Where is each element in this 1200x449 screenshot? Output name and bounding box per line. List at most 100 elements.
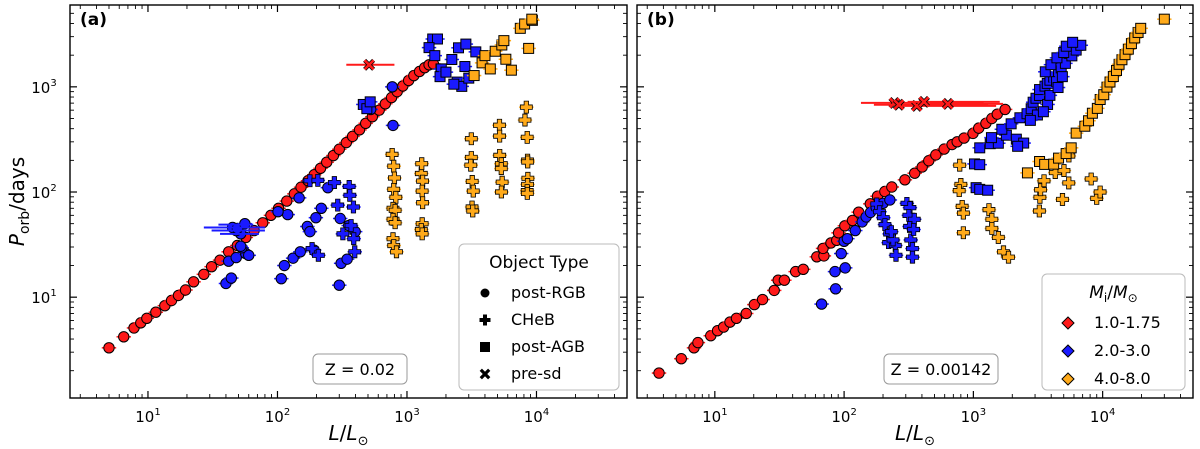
- data-point: [479, 50, 491, 62]
- panel-b: 101 102 103 104 L/L⊙L/L⊙ (b) Z = 0.00142 Mi/M⊙M…: [636, 4, 1194, 449]
- data-point: [278, 259, 291, 272]
- data-point: [464, 158, 478, 172]
- data-point: [466, 184, 480, 198]
- data-point: [1158, 13, 1170, 25]
- data-point: [991, 231, 1005, 244]
- data-point: [364, 96, 376, 108]
- x-tick-label: 102: [265, 407, 290, 426]
- data-point: [494, 162, 508, 175]
- data-point: [730, 312, 743, 324]
- legend-label: pre-sd: [511, 364, 562, 383]
- data-point: [1037, 174, 1051, 188]
- data-point: [985, 132, 997, 144]
- data-point: [829, 283, 842, 295]
- data-point: [344, 219, 358, 232]
- x-axis-title: L/L⊙L/L⊙: [895, 421, 935, 449]
- data-point: [1044, 89, 1056, 101]
- data-point: [519, 100, 533, 114]
- data-point: [953, 158, 967, 172]
- data-point: [341, 253, 353, 265]
- data-point: [500, 53, 512, 65]
- data-point: [118, 331, 130, 343]
- data-point: [388, 216, 402, 230]
- data-point: [333, 279, 345, 291]
- data-point: [1062, 176, 1076, 190]
- data-point-inner: [911, 100, 923, 112]
- x-tick-label: 104: [524, 407, 549, 426]
- data-point: [390, 245, 403, 259]
- legend-marker: [480, 342, 490, 352]
- data-point: [1070, 127, 1082, 139]
- data-point: [886, 181, 898, 193]
- y-tick-label: 102: [31, 183, 56, 202]
- y-axis-title: Porb/daysPorb/days: [5, 157, 33, 246]
- data-point: [526, 13, 538, 25]
- data-point: [387, 119, 399, 132]
- data-point: [103, 342, 115, 354]
- data-point: [423, 42, 435, 54]
- x-tick-label: 102: [831, 407, 856, 426]
- z-annotation: Z = 0.02: [325, 360, 395, 379]
- data-point: [849, 224, 861, 237]
- data-point: [817, 242, 829, 255]
- data-point: [1065, 142, 1077, 154]
- data-point: [272, 205, 284, 218]
- legend-title: Mi/M⊙Mi/M⊙: [1089, 283, 1137, 305]
- data-point: [841, 232, 854, 245]
- data-point: [832, 227, 845, 239]
- data-point: [1039, 66, 1051, 78]
- data-point: [315, 202, 328, 215]
- data-layer: [101, 13, 540, 354]
- series-1-0-1-75-post-rgb: [651, 103, 1013, 379]
- z-annotation: Z = 0.00142: [891, 360, 992, 379]
- data-point-inner: [918, 96, 930, 108]
- data-point: [459, 61, 471, 73]
- data-point: [331, 198, 345, 212]
- legend-label: post-AGB: [511, 337, 585, 356]
- data-point: [778, 274, 791, 286]
- data-point: [1067, 36, 1079, 48]
- data-point: [386, 81, 398, 93]
- data-layer: [651, 13, 1172, 379]
- data-point: [416, 196, 429, 210]
- data-point: [1052, 82, 1064, 94]
- data-point: [521, 155, 535, 169]
- data-point: [1056, 193, 1069, 206]
- panel-a: 101 102 103 104 101 102 103 L/L⊙L/L⊙ Porb/daysPo…: [5, 4, 628, 449]
- data-point: [748, 298, 761, 311]
- data-point: [150, 306, 162, 318]
- data-point: [909, 167, 921, 179]
- data-point: [1037, 106, 1049, 118]
- data-point: [498, 35, 510, 47]
- series-4-0-8-0-post-agb: [1020, 13, 1172, 179]
- data-point: [429, 50, 441, 62]
- legend-title: Object Type: [489, 253, 589, 273]
- data-point: [484, 63, 496, 75]
- data-point: [495, 185, 508, 199]
- x-tick-label: 101: [135, 407, 160, 426]
- panel-label: (b): [647, 10, 675, 30]
- data-point: [1084, 172, 1098, 186]
- data-point: [982, 184, 994, 196]
- data-point: [835, 247, 847, 260]
- legend-label: 1.0-1.75: [1094, 313, 1161, 332]
- data-point: [415, 227, 429, 241]
- data-point: [1024, 114, 1036, 126]
- data-point: [884, 194, 896, 206]
- data-point: [311, 173, 325, 187]
- data-point: [293, 192, 305, 204]
- legend-marker: [1061, 372, 1075, 386]
- z-annotation-box: [883, 353, 999, 385]
- series-2-0-3-0-cheb: [302, 173, 362, 262]
- data-point: [431, 33, 443, 45]
- data-point: [768, 284, 780, 297]
- data-point: [505, 64, 517, 76]
- data-point: [1034, 183, 1047, 197]
- data-point: [985, 222, 999, 235]
- axes-frame: [636, 4, 1194, 399]
- series-1-0-1-75-post-rgb: [101, 58, 441, 354]
- data-point: [756, 293, 769, 306]
- data-point: [1059, 57, 1071, 69]
- data-point: [466, 204, 480, 218]
- data-point: [899, 174, 911, 186]
